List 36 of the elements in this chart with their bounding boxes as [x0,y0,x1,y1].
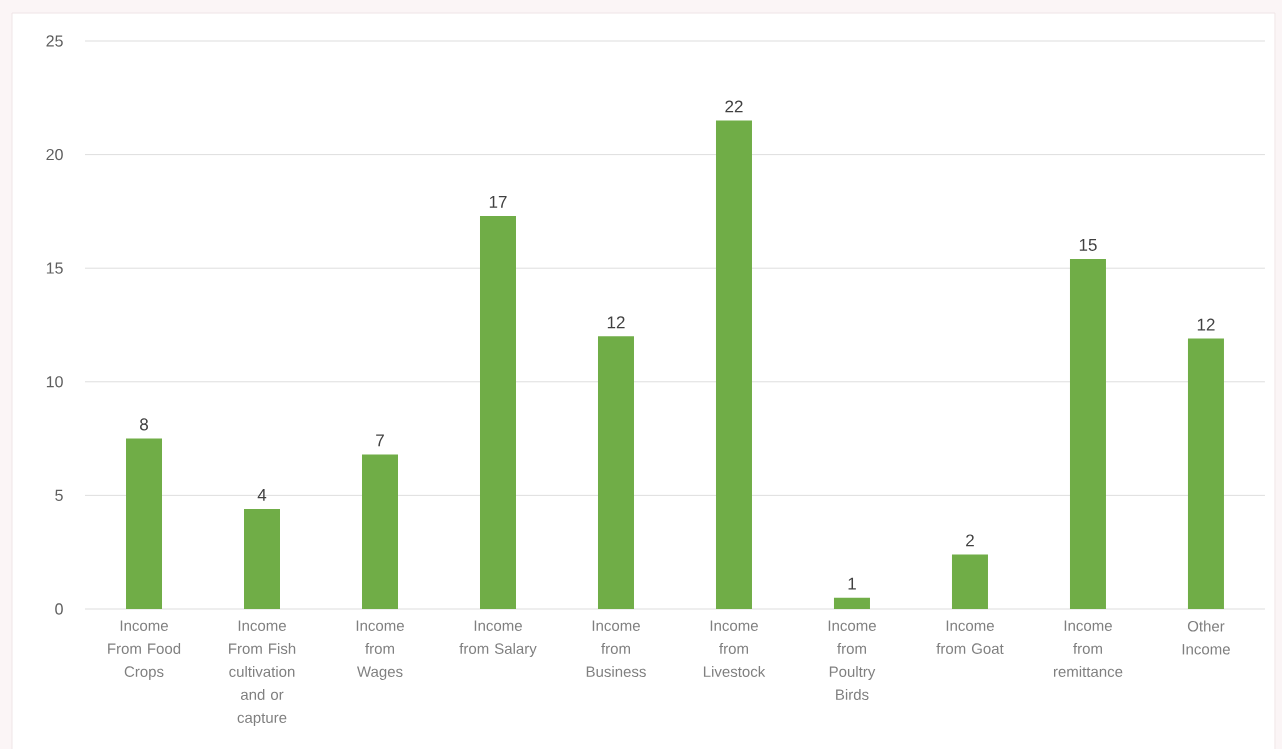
data-label: 2 [966,534,974,547]
bar [597,336,634,609]
y-tick-label: 5 [55,489,63,501]
x-tick-label: Income from Livestock [703,620,766,677]
bar [715,120,752,609]
y-tick-label: 20 [46,148,63,161]
x-tick-label: Income from Goat [936,620,1004,654]
x-tick-label: Income from Business [586,620,646,677]
y-tick-label: 10 [46,376,63,388]
x-tick-label: Other Income [1182,620,1230,655]
y-tick-label: 25 [46,35,63,47]
x-tick-label: Income from Wages [356,620,404,680]
x-tick-label: Income from Poultry Birds [828,620,876,700]
data-label: 12 [1197,318,1215,331]
data-label: 15 [1079,239,1097,251]
data-label: 1 [848,577,856,590]
bar [1187,338,1224,609]
data-label: 7 [376,434,384,447]
bar [480,215,516,609]
bar [244,509,280,609]
bar [362,454,398,609]
x-tick-label: Income From Fish cultivation and or capture [229,620,296,726]
data-label: 12 [607,316,625,329]
data-label: 17 [489,196,507,208]
x-tick-label: Income from Salary [459,620,537,657]
data-label: 4 [257,489,267,501]
x-tick-label: Income From Food Crops [108,620,181,680]
data-label: 22 [725,100,743,113]
bar [1069,259,1106,609]
x-tick-label: Income from remittance [1053,620,1123,677]
y-tick-label: 0 [55,603,63,615]
y-tick-label: 15 [46,262,63,274]
data-label: 8 [140,418,148,431]
bar [951,554,988,609]
bar [126,438,163,609]
bar [833,597,870,609]
